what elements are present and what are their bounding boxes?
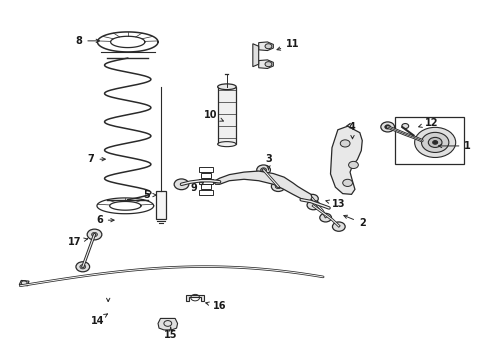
Circle shape — [92, 232, 98, 237]
Circle shape — [332, 222, 345, 231]
Circle shape — [343, 179, 352, 186]
Circle shape — [402, 123, 409, 129]
Ellipse shape — [218, 141, 236, 147]
Bar — [218, 87, 236, 144]
Circle shape — [421, 132, 449, 152]
Text: 13: 13 — [326, 199, 345, 210]
Circle shape — [320, 213, 331, 222]
Circle shape — [257, 165, 270, 175]
Text: 10: 10 — [204, 111, 223, 121]
Circle shape — [428, 138, 442, 148]
Polygon shape — [331, 126, 362, 194]
Circle shape — [433, 141, 438, 144]
Polygon shape — [259, 60, 273, 68]
Bar — [395, 117, 464, 164]
Polygon shape — [253, 44, 259, 67]
Polygon shape — [186, 295, 204, 301]
Circle shape — [76, 262, 90, 272]
Circle shape — [419, 139, 424, 142]
Circle shape — [381, 122, 394, 132]
Text: 7: 7 — [88, 154, 105, 164]
Circle shape — [265, 62, 272, 67]
Text: 1: 1 — [439, 141, 471, 151]
Circle shape — [275, 184, 281, 189]
Bar — [156, 191, 166, 220]
Polygon shape — [259, 42, 273, 50]
Bar — [198, 179, 213, 184]
Circle shape — [174, 179, 189, 190]
Text: 4: 4 — [349, 122, 356, 139]
Circle shape — [271, 181, 285, 192]
Circle shape — [261, 168, 267, 172]
Text: 8: 8 — [75, 36, 99, 46]
Polygon shape — [213, 171, 313, 202]
Circle shape — [348, 161, 358, 168]
Circle shape — [385, 125, 391, 129]
Circle shape — [80, 265, 86, 269]
Text: 9: 9 — [190, 183, 203, 193]
Circle shape — [307, 194, 318, 203]
Text: 5: 5 — [143, 190, 156, 200]
Text: 12: 12 — [418, 118, 439, 128]
Circle shape — [415, 127, 456, 157]
Bar — [200, 184, 211, 189]
Bar — [198, 167, 213, 172]
Text: 6: 6 — [96, 215, 114, 225]
Text: 3: 3 — [265, 154, 272, 170]
Circle shape — [416, 136, 428, 145]
Ellipse shape — [218, 84, 236, 90]
Text: 16: 16 — [206, 301, 226, 311]
Polygon shape — [158, 319, 177, 330]
Polygon shape — [19, 280, 29, 286]
Bar — [200, 173, 211, 178]
Text: 17: 17 — [68, 237, 88, 247]
Circle shape — [307, 201, 320, 210]
Circle shape — [265, 44, 272, 49]
Circle shape — [340, 140, 350, 147]
Text: 15: 15 — [164, 327, 177, 340]
Text: 2: 2 — [344, 215, 366, 228]
Text: 14: 14 — [91, 314, 107, 325]
Text: 11: 11 — [277, 40, 299, 50]
Circle shape — [87, 229, 102, 240]
Bar — [198, 190, 213, 195]
